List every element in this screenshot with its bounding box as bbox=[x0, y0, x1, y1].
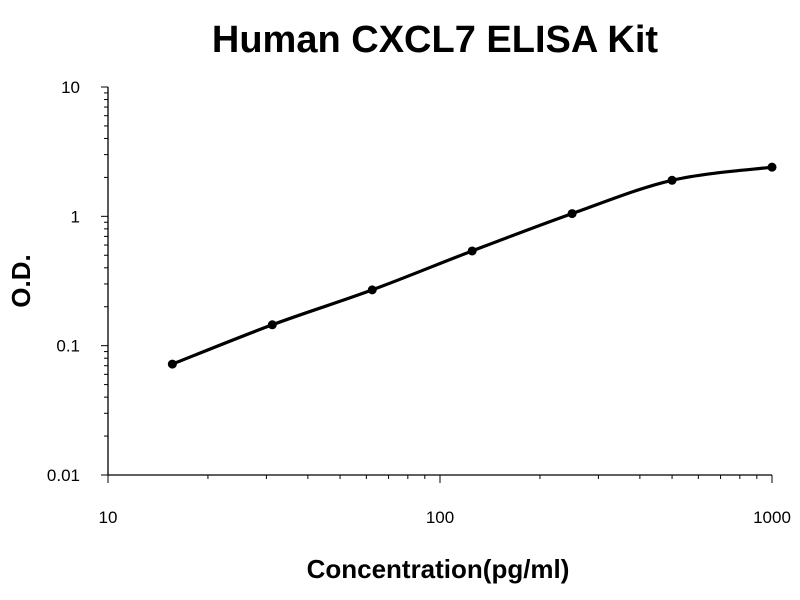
data-point bbox=[167, 359, 177, 369]
data-points-layer bbox=[167, 162, 777, 369]
x-tick-label: 1000 bbox=[753, 508, 791, 527]
x-tick-label: 100 bbox=[426, 508, 454, 527]
y-tick-label: 0.01 bbox=[47, 466, 80, 485]
y-tick-label: 0.1 bbox=[56, 337, 80, 356]
data-point bbox=[567, 209, 577, 219]
axes bbox=[107, 87, 772, 476]
data-point bbox=[467, 246, 477, 256]
standard-curve-line bbox=[171, 165, 773, 366]
y-tick-label: 1 bbox=[71, 207, 80, 226]
ticks: 0.01 0.1 1 10 10 100 1000 bbox=[47, 78, 791, 527]
y-axis-label: O.D. bbox=[6, 254, 36, 307]
data-point bbox=[367, 285, 377, 295]
x-tick-label: 10 bbox=[99, 508, 118, 527]
chart-title: Human CXCL7 ELISA Kit bbox=[212, 19, 659, 61]
data-point bbox=[267, 320, 277, 330]
x-axis-label: Concentration(pg/ml) bbox=[307, 554, 570, 584]
y-tick-label: 10 bbox=[61, 78, 80, 97]
fit-curve-layer bbox=[171, 165, 773, 366]
data-point bbox=[767, 162, 777, 172]
data-point bbox=[667, 175, 677, 185]
